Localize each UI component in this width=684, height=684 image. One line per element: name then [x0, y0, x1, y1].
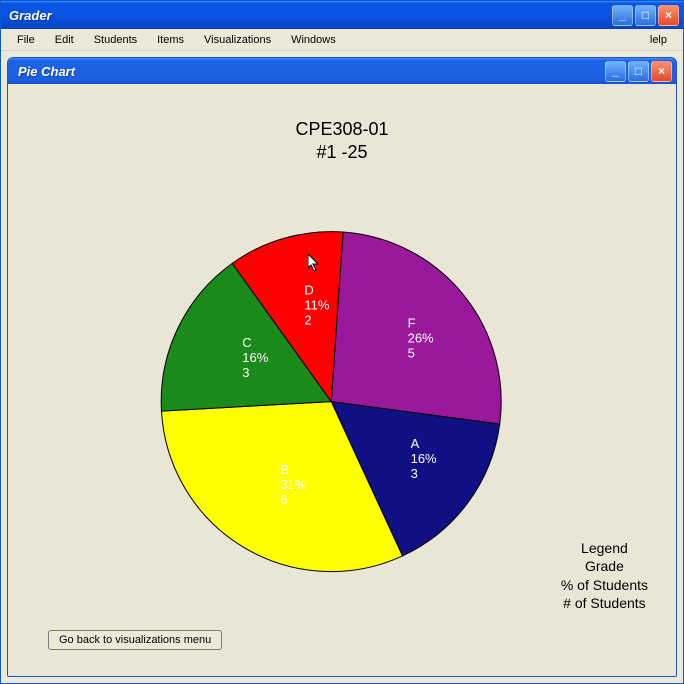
menu-file[interactable]: File	[7, 32, 45, 48]
titlebar[interactable]: Grader _ □ ×	[1, 1, 683, 29]
maximize-icon: □	[642, 8, 649, 22]
close-icon: ×	[658, 64, 665, 78]
app-window: Grader _ □ × FileEditStudentsItemsVisual…	[0, 0, 684, 684]
chart-titlebar[interactable]: Pie Chart _ □ ×	[8, 58, 676, 84]
chart-title-line1: CPE308-01	[8, 118, 676, 141]
chart-title: CPE308-01 #1 -25	[8, 118, 676, 163]
legend-line: % of Students	[561, 576, 648, 594]
app-title: Grader	[9, 8, 612, 23]
chart-window-controls: _ □ ×	[605, 61, 672, 82]
menu-students[interactable]: Students	[84, 32, 147, 48]
menu-visualizations[interactable]: Visualizations	[194, 32, 281, 48]
menu-items[interactable]: Items	[147, 32, 194, 48]
chart-window: Pie Chart _ □ × CPE308-01 #1 -25 F26%5A1…	[7, 57, 677, 677]
legend-line: Legend	[561, 539, 648, 557]
menubar: FileEditStudentsItemsVisualizationsWindo…	[1, 29, 683, 51]
chart-close-button[interactable]: ×	[651, 61, 672, 82]
legend-line: Grade	[561, 557, 648, 575]
minimize-button[interactable]: _	[612, 5, 633, 26]
legend-line: # of Students	[561, 594, 648, 612]
minimize-icon: _	[619, 8, 626, 22]
menu-edit[interactable]: Edit	[45, 32, 84, 48]
maximize-icon: □	[635, 64, 642, 78]
chart-minimize-button[interactable]: _	[605, 61, 626, 82]
chart-maximize-button[interactable]: □	[628, 61, 649, 82]
chart-title-line2: #1 -25	[8, 141, 676, 164]
chart-body: CPE308-01 #1 -25 F26%5A16%3B31%6C16%3D11…	[8, 84, 676, 676]
legend: Legend Grade % of Students # of Students	[561, 539, 648, 612]
help-menu[interactable]: lelp	[640, 32, 677, 48]
pie-slice-f[interactable]	[331, 232, 501, 424]
pie-chart: F26%5A16%3B31%6C16%3D11%2	[151, 222, 511, 582]
client-area: Pie Chart _ □ × CPE308-01 #1 -25 F26%5A1…	[1, 51, 683, 683]
maximize-button[interactable]: □	[635, 5, 656, 26]
menu-windows[interactable]: Windows	[281, 32, 346, 48]
minimize-icon: _	[612, 64, 619, 78]
close-icon: ×	[665, 8, 672, 22]
back-button[interactable]: Go back to visualizations menu	[48, 630, 222, 650]
window-controls: _ □ ×	[612, 5, 679, 26]
chart-window-title: Pie Chart	[18, 64, 605, 79]
close-button[interactable]: ×	[658, 5, 679, 26]
